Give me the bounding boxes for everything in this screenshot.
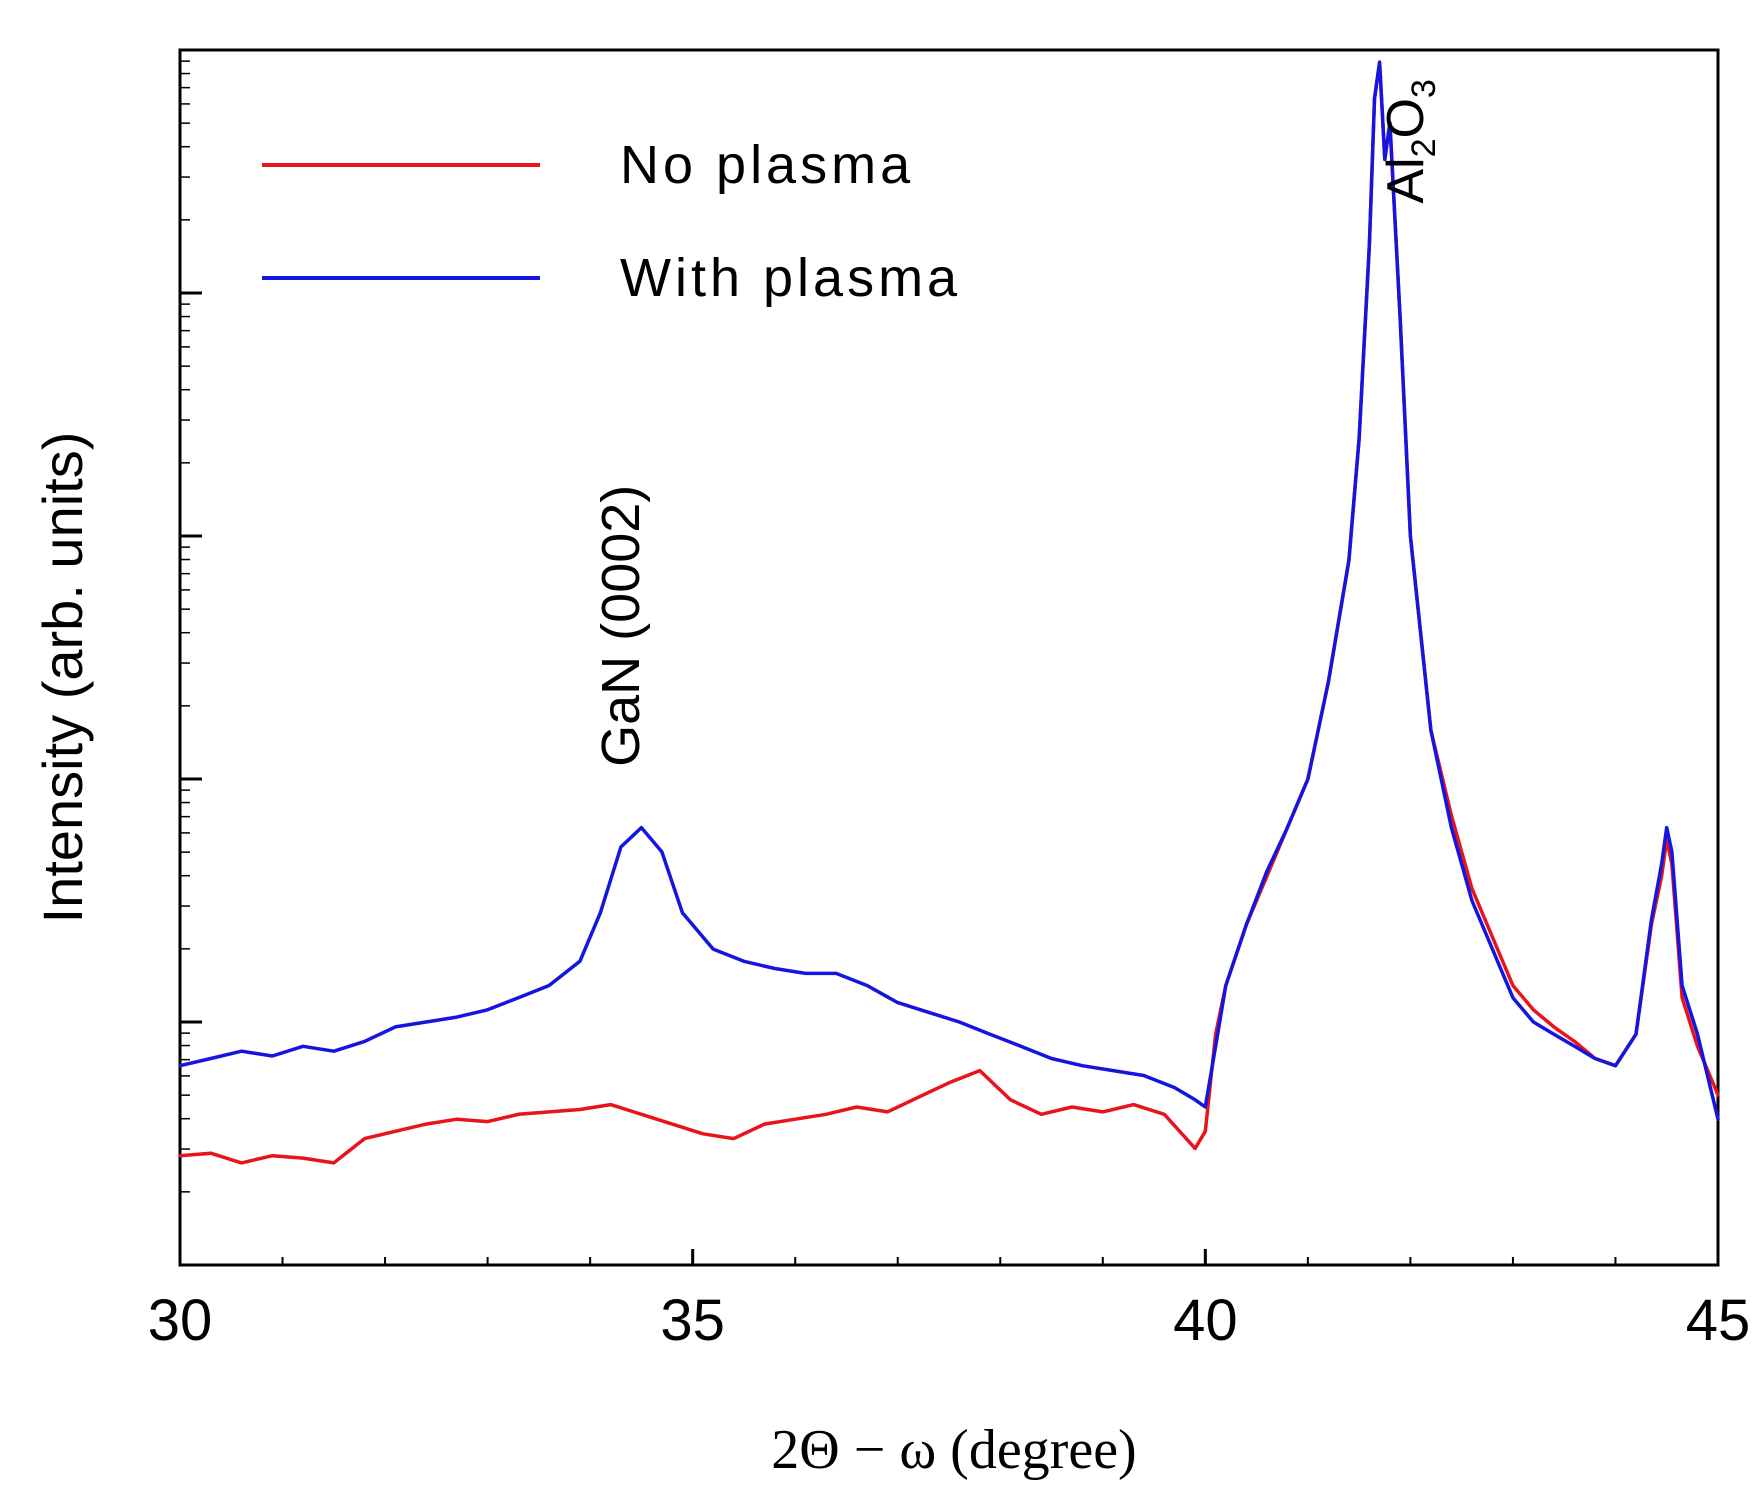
annotation-al2o3-o: O	[1377, 98, 1435, 138]
x-tick-label: 45	[1686, 1288, 1751, 1353]
legend: No plasma With plasma	[262, 135, 961, 308]
legend-label: With plasma	[620, 248, 961, 308]
y-axis-label: Intensity (arb. units)	[31, 432, 94, 924]
annotation-al2o3-al: Al	[1377, 157, 1435, 203]
series-layer	[178, 60, 1720, 1165]
x-tick-label: 40	[1173, 1288, 1238, 1353]
legend-label: No plasma	[620, 135, 914, 195]
annotation-al2o3-sub3: 3	[1405, 79, 1443, 98]
series-line-with-plasma	[178, 60, 1720, 1121]
series-line-no-plasma	[178, 60, 1720, 1165]
axes-layer: 30 35 40 45 2Θ − ω (degree) Intensity (arb. u…	[31, 48, 1751, 1481]
annotation-al2o3-sub2: 2	[1405, 138, 1443, 157]
x-axis-label: 2Θ − ω (degree)	[771, 1419, 1136, 1481]
annotation-al2o3: Al2O3	[1377, 79, 1443, 204]
x-tick-label: 30	[148, 1288, 213, 1353]
plot-frame	[178, 48, 1720, 1267]
x-tick-label: 35	[660, 1288, 725, 1353]
annotation-gan: GaN (0002)	[591, 485, 651, 767]
annotations: GaN (0002) Al2O3	[591, 79, 1443, 767]
